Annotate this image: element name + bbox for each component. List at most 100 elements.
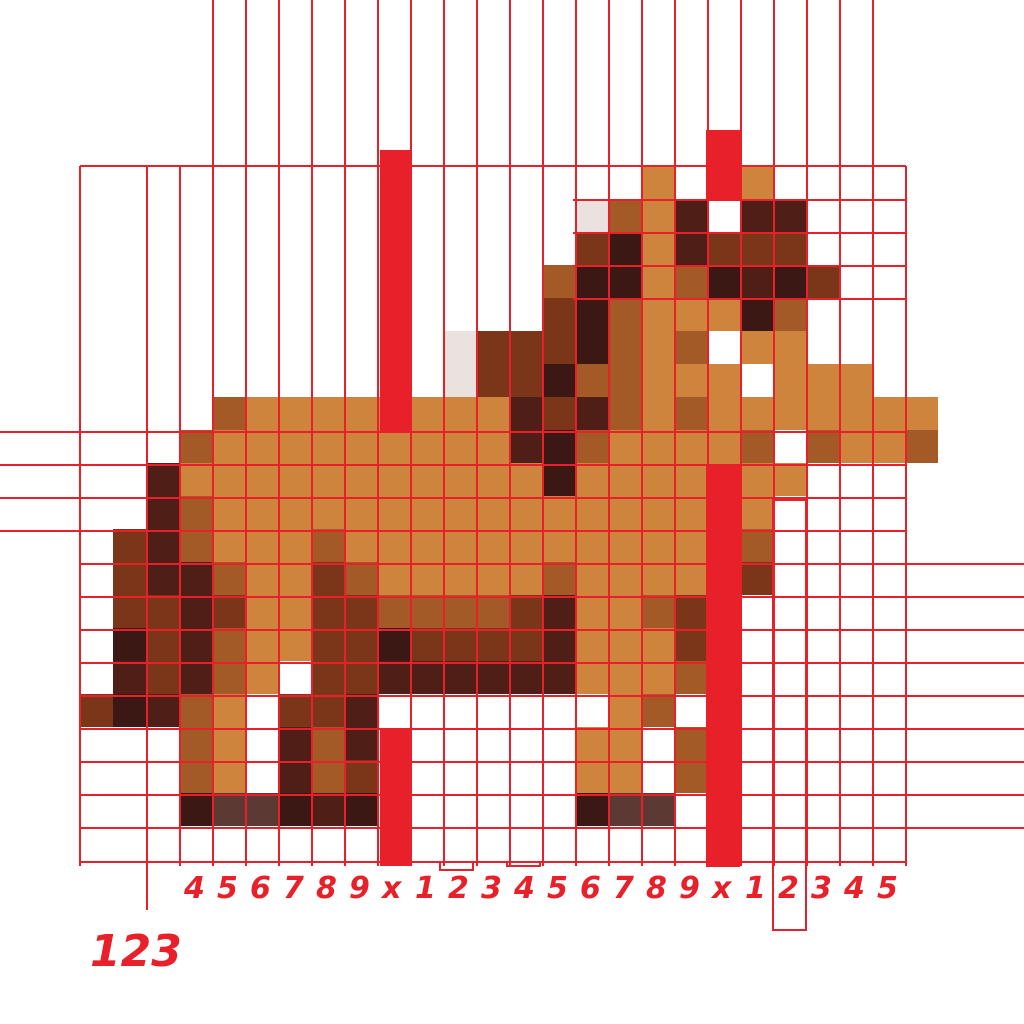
red-marker-bars — [380, 130, 740, 867]
pixel-cell — [377, 628, 410, 661]
pixel-cell — [575, 463, 608, 496]
pixel-cell — [311, 397, 344, 430]
pixel-cell — [542, 562, 575, 595]
pixel-cell — [674, 562, 707, 595]
column-digit-label: 6 — [580, 871, 601, 906]
pixel-cell — [740, 265, 773, 298]
pixel-cell — [608, 595, 641, 628]
pixel-cell — [542, 331, 575, 364]
pixel-cell — [509, 364, 542, 397]
pixel-cell — [410, 463, 443, 496]
pixel-cell — [740, 331, 773, 364]
pixel-cell — [113, 628, 146, 661]
pixel-cell — [608, 232, 641, 265]
pixel-cell — [344, 628, 377, 661]
pixel-cell — [212, 793, 245, 826]
pixel-cell — [311, 562, 344, 595]
pixel-cell — [278, 628, 311, 661]
pixel-cell — [212, 694, 245, 727]
pixel-cell — [146, 661, 179, 694]
guide-box — [772, 499, 807, 931]
column-digit-label: 8 — [316, 871, 337, 906]
pixel-cell — [608, 430, 641, 463]
pixel-cell — [443, 529, 476, 562]
pixel-cell — [641, 265, 674, 298]
pixel-cell — [509, 430, 542, 463]
pixel-cell — [542, 595, 575, 628]
pixel-cell — [575, 199, 608, 232]
pixel-cell — [278, 694, 311, 727]
guide-box — [439, 861, 474, 871]
pixel-cell — [311, 760, 344, 793]
pixel-cell — [674, 727, 707, 760]
pixel-cell — [608, 793, 641, 826]
pixel-cell — [179, 628, 212, 661]
pixel-cell — [443, 496, 476, 529]
pixel-cell — [839, 430, 872, 463]
pixel-cell — [311, 694, 344, 727]
pixel-cell — [377, 529, 410, 562]
pixel-cell — [575, 331, 608, 364]
pixel-cell — [542, 298, 575, 331]
pixel-cell — [575, 232, 608, 265]
column-digit-label: 2 — [448, 871, 469, 906]
pixel-cell — [311, 727, 344, 760]
pixel-cell — [740, 298, 773, 331]
pixel-cell — [476, 661, 509, 694]
pixel-cell — [278, 562, 311, 595]
pixel-cell — [377, 661, 410, 694]
pixel-cell — [608, 661, 641, 694]
pixel-cell — [476, 397, 509, 430]
pixel-cell — [674, 430, 707, 463]
pixel-cell — [608, 562, 641, 595]
pixel-cell — [311, 628, 344, 661]
pixel-cell — [113, 694, 146, 727]
pixel-cell — [344, 727, 377, 760]
pixel-cell — [212, 463, 245, 496]
pixel-cell — [575, 529, 608, 562]
pixel-cell — [905, 397, 938, 430]
pixel-cell — [641, 232, 674, 265]
pixel-cell — [476, 595, 509, 628]
guide-box — [506, 861, 541, 867]
pixel-cell — [641, 298, 674, 331]
pixel-cell — [641, 463, 674, 496]
pixel-cell — [113, 562, 146, 595]
pixel-cell — [212, 661, 245, 694]
column-digit-label: 5 — [217, 871, 238, 906]
column-digit-label: 9 — [349, 871, 370, 906]
pixel-cell — [245, 562, 278, 595]
left-number-label: 123 — [90, 926, 182, 977]
pixel-cell — [773, 331, 806, 364]
pixel-cell — [740, 529, 773, 562]
pixel-cell — [278, 430, 311, 463]
pixel-cell — [179, 529, 212, 562]
pixel-cell — [179, 760, 212, 793]
pixel-cell — [641, 166, 674, 199]
marker-bar — [380, 150, 410, 432]
pixel-cell — [245, 628, 278, 661]
pixel-cell — [311, 793, 344, 826]
pixel-cell — [80, 694, 113, 727]
pixel-cell — [608, 496, 641, 529]
pixel-cell — [839, 364, 872, 397]
pixel-cell — [179, 661, 212, 694]
pixel-cell — [212, 529, 245, 562]
pixel-cell — [146, 595, 179, 628]
pixel-cell — [608, 727, 641, 760]
pixel-cell — [707, 265, 740, 298]
column-digit-label: x — [710, 871, 733, 906]
pixel-cell — [806, 265, 839, 298]
pixel-cell — [344, 529, 377, 562]
pixel-cell — [476, 628, 509, 661]
pixel-cell — [410, 628, 443, 661]
pixel-cell — [674, 760, 707, 793]
pixel-cell — [344, 793, 377, 826]
pixel-cell — [674, 529, 707, 562]
pixel-cell — [311, 463, 344, 496]
column-digit-label: 3 — [481, 871, 502, 906]
pixel-cell — [146, 463, 179, 496]
pixel-cell — [872, 430, 905, 463]
pixel-cell — [773, 397, 806, 430]
pixel-cell — [179, 562, 212, 595]
